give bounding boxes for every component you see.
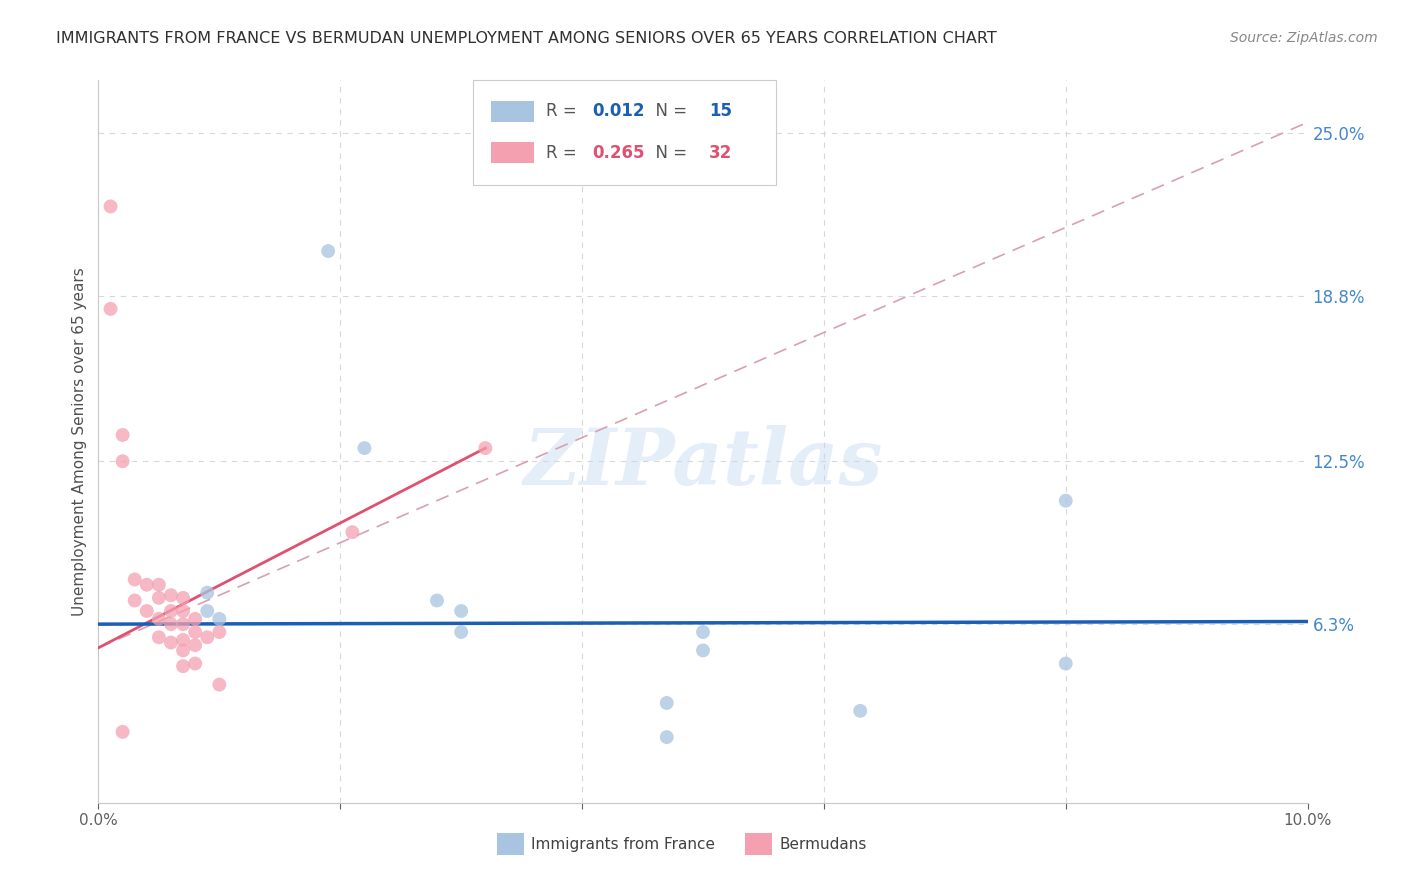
Point: [124, 593, 146, 607]
Text: 0.012: 0.012: [592, 103, 644, 120]
Bar: [492, 142, 534, 163]
Point: [160, 617, 183, 632]
Point: [172, 591, 194, 605]
Text: Source: ZipAtlas.com: Source: ZipAtlas.com: [1230, 31, 1378, 45]
Point: [208, 625, 231, 640]
Point: [148, 591, 170, 605]
Point: [100, 199, 122, 213]
Point: [426, 593, 449, 607]
Point: [1054, 657, 1077, 671]
Point: [655, 696, 678, 710]
Point: [111, 428, 134, 442]
Bar: [745, 833, 772, 855]
Point: [148, 578, 170, 592]
Point: [195, 604, 218, 618]
Point: [184, 612, 207, 626]
Point: [474, 441, 496, 455]
Point: [135, 578, 157, 592]
Point: [316, 244, 339, 258]
Point: [184, 638, 207, 652]
Point: [208, 677, 231, 691]
Point: [184, 657, 207, 671]
Point: [172, 643, 194, 657]
Point: [124, 573, 146, 587]
Text: N =: N =: [645, 144, 692, 161]
Point: [160, 635, 183, 649]
Point: [655, 730, 678, 744]
Point: [172, 632, 194, 647]
Point: [692, 625, 714, 640]
Text: 0.265: 0.265: [592, 144, 644, 161]
Text: 32: 32: [709, 144, 733, 161]
Text: Immigrants from France: Immigrants from France: [531, 838, 716, 852]
FancyBboxPatch shape: [474, 80, 776, 185]
Text: N =: N =: [645, 103, 692, 120]
Point: [692, 643, 714, 657]
Point: [148, 612, 170, 626]
Y-axis label: Unemployment Among Seniors over 65 years: Unemployment Among Seniors over 65 years: [72, 268, 87, 615]
Point: [195, 630, 218, 644]
Point: [160, 604, 183, 618]
Text: 15: 15: [709, 103, 733, 120]
Text: IMMIGRANTS FROM FRANCE VS BERMUDAN UNEMPLOYMENT AMONG SENIORS OVER 65 YEARS CORR: IMMIGRANTS FROM FRANCE VS BERMUDAN UNEMP…: [56, 31, 997, 46]
Point: [100, 301, 122, 316]
Point: [172, 617, 194, 632]
Point: [172, 659, 194, 673]
Point: [450, 604, 472, 618]
Point: [195, 585, 218, 599]
Point: [160, 588, 183, 602]
Text: ZIPatlas: ZIPatlas: [523, 425, 883, 501]
Point: [172, 604, 194, 618]
Point: [342, 525, 364, 540]
Text: R =: R =: [546, 144, 582, 161]
Point: [450, 625, 472, 640]
Point: [353, 441, 375, 455]
Bar: [498, 833, 524, 855]
Point: [111, 454, 134, 468]
Point: [849, 704, 872, 718]
Point: [1054, 493, 1077, 508]
Text: Bermudans: Bermudans: [779, 838, 866, 852]
Point: [208, 612, 231, 626]
Point: [148, 630, 170, 644]
Point: [111, 724, 134, 739]
Point: [184, 625, 207, 640]
Point: [135, 604, 157, 618]
Bar: [492, 101, 534, 122]
Text: R =: R =: [546, 103, 582, 120]
